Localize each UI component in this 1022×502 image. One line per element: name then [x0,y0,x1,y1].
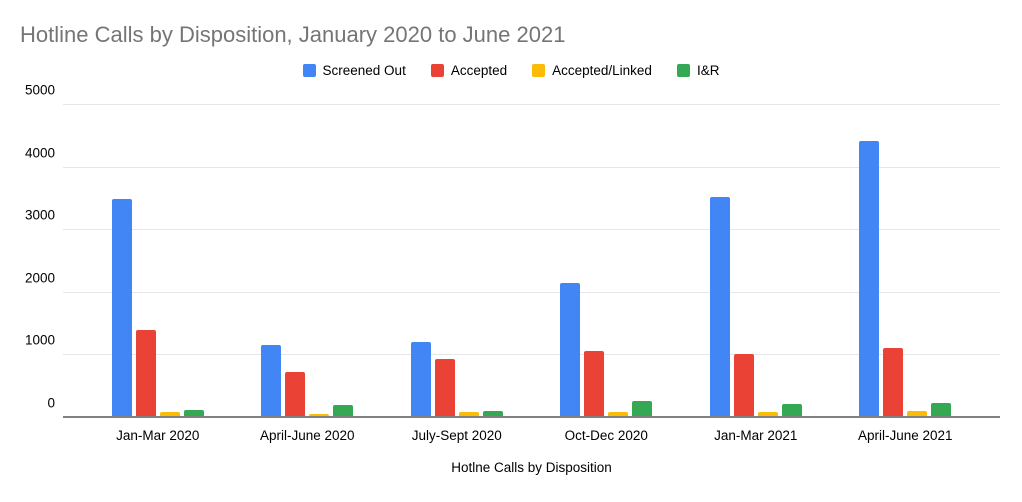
legend-item: Screened Out [302,62,406,78]
legend-item: I&R [676,62,720,78]
y-tick-label: 5000 [24,82,55,98]
bar [333,405,354,418]
y-tick-label: 0 [47,395,55,411]
bar [560,282,581,418]
bar [632,401,653,418]
bar-groups: Jan-Mar 2020 April-June 2020 July-Sept 202… [83,105,981,443]
gridline [63,354,1000,356]
legend-swatch [532,63,546,77]
bar [434,359,455,418]
legend: Screened Out Accepted Accepted/Linked I&R [0,62,1022,78]
bar-group: Jan-Mar 2021 [681,105,831,443]
y-tick-label: 2000 [24,270,55,286]
bar [757,412,778,418]
x-axis-line [63,416,1000,418]
bar-group: April-June 2021 [831,105,981,443]
x-tick-label: April-June 2021 [857,428,953,443]
y-tick-label: 1000 [24,332,55,348]
bar-group: Oct-Dec 2020 [532,105,682,443]
legend-label: Accepted [450,62,508,78]
bar [608,411,629,418]
gridline [63,104,1000,105]
bar [410,341,431,418]
bar [458,412,479,418]
x-tick-label: Jan-Mar 2021 [714,428,798,443]
bar-group: April-June 2020 [233,105,383,443]
bar [111,198,132,418]
bar [309,413,330,418]
gridline [63,291,1000,293]
bar [285,371,306,418]
legend-item: Accepted/Linked [532,63,652,78]
legend-label: Screened Out [322,62,406,78]
x-tick-label: Jan-Mar 2020 [116,428,200,443]
y-tick-label: 4000 [24,145,55,161]
legend-swatch [676,63,690,77]
x-axis-title: Hotlne Calls by Disposition [451,460,612,475]
x-tick-label: Oct-Dec 2020 [564,428,648,443]
legend-label: Accepted/Linked [552,62,652,78]
bar [482,411,503,418]
bar [883,347,904,418]
legend-item: Accepted [430,62,508,78]
bar [907,411,928,418]
bar [135,330,156,418]
bar [183,409,204,418]
gridline [63,229,1000,231]
chart-title: Hotline Calls by Disposition, January 20… [20,22,566,47]
bar [733,354,754,418]
legend-swatch [430,63,444,77]
x-tick-label: April-June 2020 [259,428,355,443]
bar [931,402,952,418]
plot-area: Jan-Mar 2020 April-June 2020 July-Sept 202… [63,104,1000,443]
gridline [63,166,1000,168]
bar [781,403,802,418]
y-tick-label: 3000 [24,207,55,223]
bar [584,351,605,418]
legend-swatch [302,63,316,77]
x-tick-label: July-Sept 2020 [411,428,502,443]
y-axis-labels: 0 1000 2000 3000 4000 5000 [0,83,55,418]
bar [159,411,180,418]
legend-label: I&R [696,62,720,78]
bar [859,141,880,418]
bar [709,197,730,418]
bar-group: July-Sept 2020 [382,105,532,443]
bar [261,345,282,418]
bar-group: Jan-Mar 2020 [83,105,233,443]
